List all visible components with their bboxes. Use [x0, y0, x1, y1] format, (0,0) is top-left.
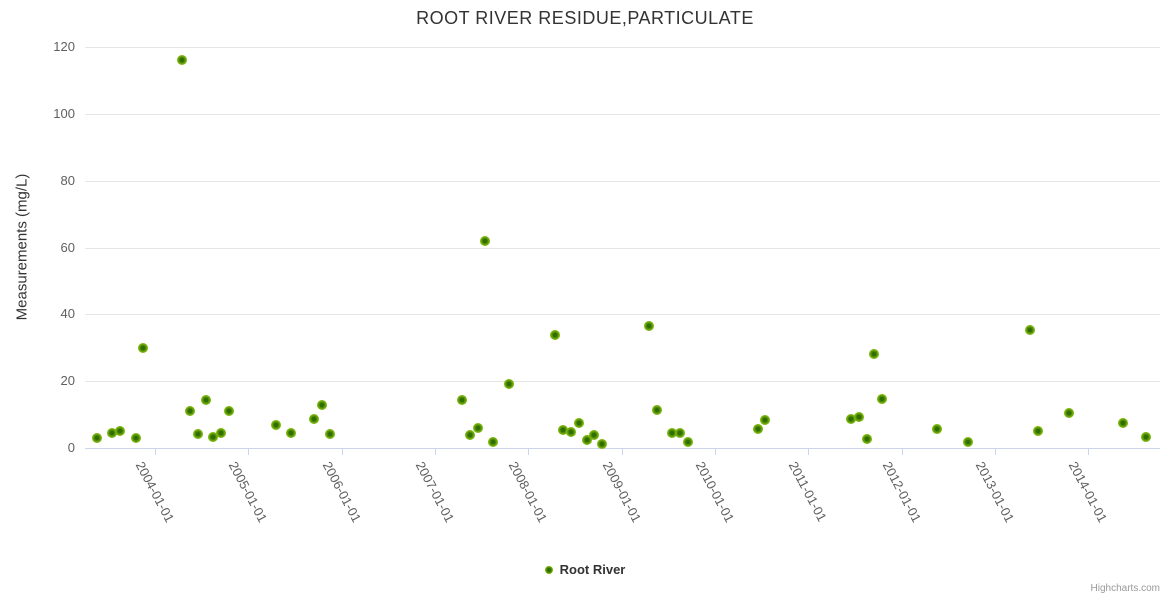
data-point[interactable]	[760, 414, 771, 425]
y-tick-label: 80	[60, 173, 75, 188]
x-tick	[1088, 449, 1089, 455]
data-point[interactable]	[480, 235, 491, 246]
data-point[interactable]	[581, 434, 592, 445]
data-point[interactable]	[869, 349, 880, 360]
series-marker-icon	[544, 565, 553, 574]
x-tick-label: 2005-01-01	[225, 459, 271, 525]
chart-title: ROOT RIVER RESIDUE,PARTICULATE	[416, 8, 754, 28]
x-tick	[995, 449, 996, 455]
data-point[interactable]	[558, 425, 569, 436]
x-tick	[902, 449, 903, 455]
data-point[interactable]	[317, 399, 328, 410]
data-point[interactable]	[130, 432, 141, 443]
data-point[interactable]	[457, 394, 468, 405]
data-point[interactable]	[877, 394, 888, 405]
x-tick-label: 2012-01-01	[879, 459, 925, 525]
y-gridline	[85, 114, 1160, 115]
x-tick-label: 2014-01-01	[1065, 459, 1111, 525]
data-point[interactable]	[597, 438, 608, 449]
data-point[interactable]	[550, 330, 561, 341]
data-point[interactable]	[1063, 407, 1074, 418]
legend-item-label: Root River	[559, 562, 626, 577]
highcharts-credits-link[interactable]: Highcharts.com	[1090, 583, 1160, 594]
x-tick-label: 2009-01-01	[599, 459, 645, 525]
data-point[interactable]	[573, 418, 584, 429]
x-axis-line	[85, 448, 1160, 449]
x-tick	[435, 449, 436, 455]
y-gridline	[85, 181, 1160, 182]
data-point[interactable]	[643, 321, 654, 332]
data-point[interactable]	[472, 423, 483, 434]
x-tick-label: 2007-01-01	[412, 459, 458, 525]
data-point[interactable]	[674, 428, 685, 439]
data-point[interactable]	[107, 427, 118, 438]
y-tick-label: 40	[60, 306, 75, 321]
data-point[interactable]	[184, 406, 195, 417]
data-point[interactable]	[853, 411, 864, 422]
data-point[interactable]	[861, 433, 872, 444]
data-point[interactable]	[114, 426, 125, 437]
data-point[interactable]	[682, 436, 693, 447]
data-point[interactable]	[200, 394, 211, 405]
x-tick	[622, 449, 623, 455]
y-gridline	[85, 248, 1160, 249]
legend: Root River	[0, 562, 1170, 577]
data-point[interactable]	[464, 430, 475, 441]
data-point[interactable]	[270, 419, 281, 430]
data-point[interactable]	[208, 432, 219, 443]
data-point[interactable]	[1032, 425, 1043, 436]
data-point[interactable]	[192, 428, 203, 439]
y-tick-label: 120	[53, 39, 75, 54]
data-point[interactable]	[1141, 431, 1152, 442]
data-point[interactable]	[91, 432, 102, 443]
x-tick	[715, 449, 716, 455]
x-tick-label: 2006-01-01	[319, 459, 365, 525]
data-point[interactable]	[138, 342, 149, 353]
data-point[interactable]	[667, 427, 678, 438]
x-tick-label: 2004-01-01	[132, 459, 178, 525]
data-point[interactable]	[589, 430, 600, 441]
y-gridline	[85, 47, 1160, 48]
y-gridline	[85, 381, 1160, 382]
data-point[interactable]	[503, 378, 514, 389]
data-point[interactable]	[324, 428, 335, 439]
x-tick	[155, 449, 156, 455]
x-tick	[528, 449, 529, 455]
data-point[interactable]	[309, 413, 320, 424]
x-tick-label: 2010-01-01	[692, 459, 738, 525]
data-point[interactable]	[177, 55, 188, 66]
data-point[interactable]	[651, 405, 662, 416]
x-tick	[248, 449, 249, 455]
x-tick	[808, 449, 809, 455]
y-tick-label: 100	[53, 106, 75, 121]
x-tick	[342, 449, 343, 455]
x-tick-label: 2008-01-01	[505, 459, 551, 525]
y-tick-label: 0	[67, 440, 75, 455]
data-point[interactable]	[1118, 417, 1129, 428]
data-point[interactable]	[566, 427, 577, 438]
y-gridline	[85, 314, 1160, 315]
x-tick-label: 2011-01-01	[785, 459, 830, 524]
data-point[interactable]	[223, 406, 234, 417]
y-tick-label: 20	[60, 373, 75, 388]
data-point[interactable]	[962, 436, 973, 447]
data-point[interactable]	[931, 423, 942, 434]
legend-item-root-river[interactable]: Root River	[544, 562, 626, 577]
data-point[interactable]	[488, 436, 499, 447]
data-point[interactable]	[845, 413, 856, 424]
data-point[interactable]	[286, 428, 297, 439]
y-tick-label: 60	[60, 240, 75, 255]
data-point[interactable]	[1024, 324, 1035, 335]
data-point[interactable]	[752, 423, 763, 434]
x-tick-label: 2013-01-01	[972, 459, 1018, 525]
data-point[interactable]	[216, 427, 227, 438]
